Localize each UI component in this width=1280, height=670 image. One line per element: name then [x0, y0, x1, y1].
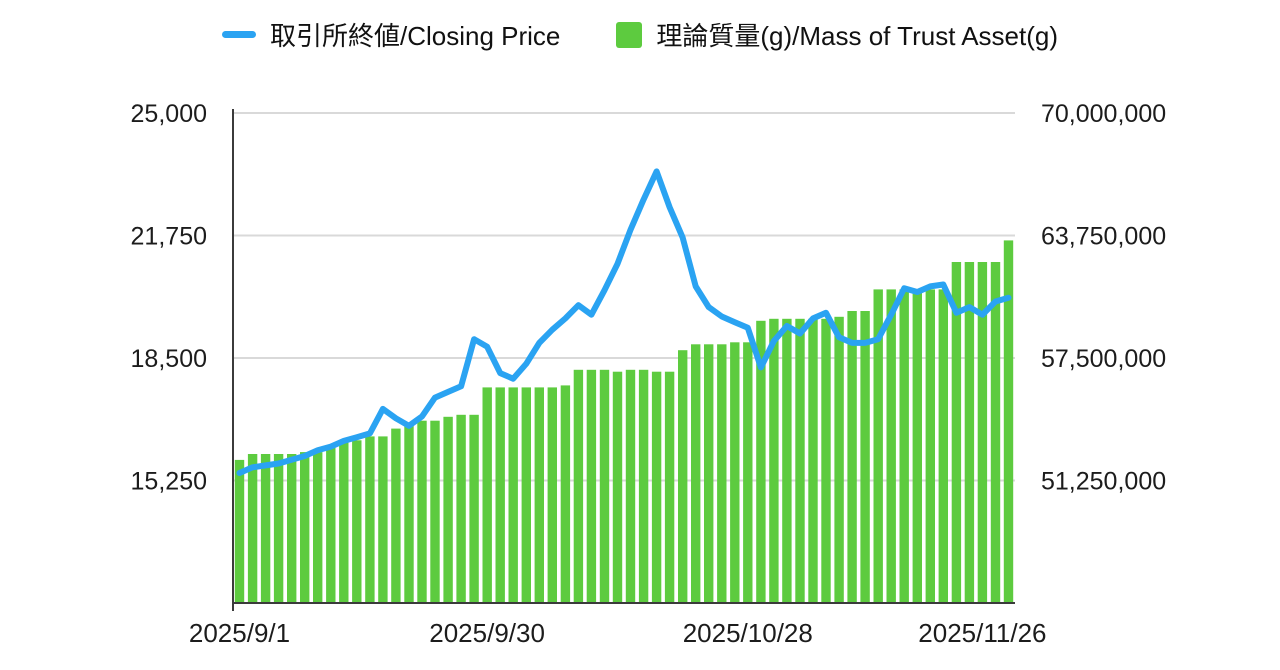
left-axis-tick-label: 25,000 — [131, 100, 207, 128]
mass-bar[interactable] — [339, 440, 349, 603]
mass-bar[interactable] — [365, 436, 375, 603]
mass-bar[interactable] — [469, 414, 479, 603]
legend-item-mass-of-trust-asset[interactable]: 理論質量(g)/Mass of Trust Asset(g) — [616, 16, 1058, 53]
mass-bar[interactable] — [834, 316, 844, 603]
mass-bar[interactable] — [990, 262, 1001, 603]
mass-bar[interactable] — [691, 344, 701, 603]
mass-bar[interactable] — [573, 369, 584, 603]
left-axis-tick-label: 15,250 — [131, 468, 207, 496]
mass-bar[interactable] — [860, 311, 870, 603]
mass-bar[interactable] — [769, 318, 779, 603]
mass-bar[interactable] — [378, 436, 388, 603]
mass-bar[interactable] — [247, 454, 258, 603]
mass-bar[interactable] — [964, 262, 975, 603]
legend-label-mass-of-trust-asset: 理論質量(g)/Mass of Trust Asset(g) — [656, 21, 1059, 51]
mass-bar[interactable] — [404, 422, 414, 603]
mass-bar[interactable] — [521, 387, 531, 603]
legend-label-closing-price: 取引所終値/Closing Price — [269, 21, 561, 51]
left-axis-tick-label: 18,500 — [131, 345, 207, 373]
mass-bar[interactable] — [899, 289, 909, 603]
mass-bar[interactable] — [730, 342, 740, 603]
x-axis-tick-label: 2025/11/26 — [918, 618, 1046, 648]
mass-bar[interactable] — [456, 414, 466, 603]
mass-bar[interactable] — [743, 342, 753, 603]
mass-bar[interactable] — [482, 387, 492, 603]
mass-bar[interactable] — [313, 452, 323, 603]
line-series-swatch-icon — [221, 31, 256, 38]
right-axis-tick-label: 51,250,000 — [1041, 468, 1166, 496]
mass-bar[interactable] — [273, 454, 284, 603]
x-axis-tick-label: 2025/9/1 — [189, 618, 290, 648]
mass-bar[interactable] — [886, 289, 896, 603]
mass-bar[interactable] — [443, 416, 453, 603]
mass-bar[interactable] — [951, 262, 962, 603]
x-axis-tick-label: 2025/10/28 — [683, 618, 813, 648]
mass-bar[interactable] — [287, 454, 297, 603]
mass-bar[interactable] — [664, 371, 675, 603]
chart-legend: 取引所終値/Closing Price 理論質量(g)/Mass of Trus… — [0, 16, 1280, 53]
mass-bar[interactable] — [678, 350, 688, 603]
mass-bar[interactable] — [599, 369, 610, 603]
mass-bar[interactable] — [300, 452, 310, 603]
mass-bar[interactable] — [717, 344, 727, 603]
mass-bar[interactable] — [704, 344, 714, 603]
mass-bar[interactable] — [234, 459, 245, 603]
legend-item-closing-price[interactable]: 取引所終値/Closing Price — [221, 16, 561, 53]
mass-bar[interactable] — [808, 318, 818, 603]
mass-bar[interactable] — [586, 369, 597, 603]
mass-bar[interactable] — [638, 369, 649, 603]
mass-bar[interactable] — [1003, 240, 1014, 603]
mass-bar[interactable] — [430, 420, 440, 603]
mass-bar[interactable] — [821, 318, 831, 603]
mass-bar[interactable] — [756, 320, 766, 603]
mass-bar[interactable] — [912, 291, 922, 603]
mass-bar[interactable] — [352, 440, 362, 603]
right-axis-tick-label: 63,750,000 — [1041, 223, 1166, 251]
mass-bar[interactable] — [782, 318, 792, 603]
mass-bar[interactable] — [795, 318, 805, 603]
right-axis-tick-label: 57,500,000 — [1041, 345, 1166, 373]
mass-bar[interactable] — [534, 387, 544, 603]
mass-bar[interactable] — [391, 428, 401, 603]
x-axis-tick-label: 2025/9/30 — [429, 618, 545, 648]
right-axis-tick-label: 70,000,000 — [1041, 100, 1166, 128]
mass-bar[interactable] — [560, 385, 571, 603]
mass-bar[interactable] — [612, 371, 623, 603]
closing-price-line[interactable] — [236, 168, 1012, 476]
mass-bar[interactable] — [508, 387, 518, 603]
mass-bar[interactable] — [495, 387, 505, 603]
mass-bar[interactable] — [938, 289, 948, 603]
mass-bar[interactable] — [873, 289, 883, 603]
mass-bar[interactable] — [417, 420, 427, 603]
left-axis-tick-label: 21,750 — [131, 223, 207, 251]
mass-bar[interactable] — [925, 289, 935, 603]
mass-bar[interactable] — [651, 371, 662, 603]
mass-bar[interactable] — [326, 446, 336, 603]
bar-series-swatch-icon — [616, 21, 643, 48]
mass-bar[interactable] — [547, 387, 557, 603]
mass-bar[interactable] — [977, 262, 988, 603]
mass-bar[interactable] — [847, 311, 857, 603]
mass-bar[interactable] — [260, 454, 271, 603]
mass-bar[interactable] — [625, 369, 636, 603]
